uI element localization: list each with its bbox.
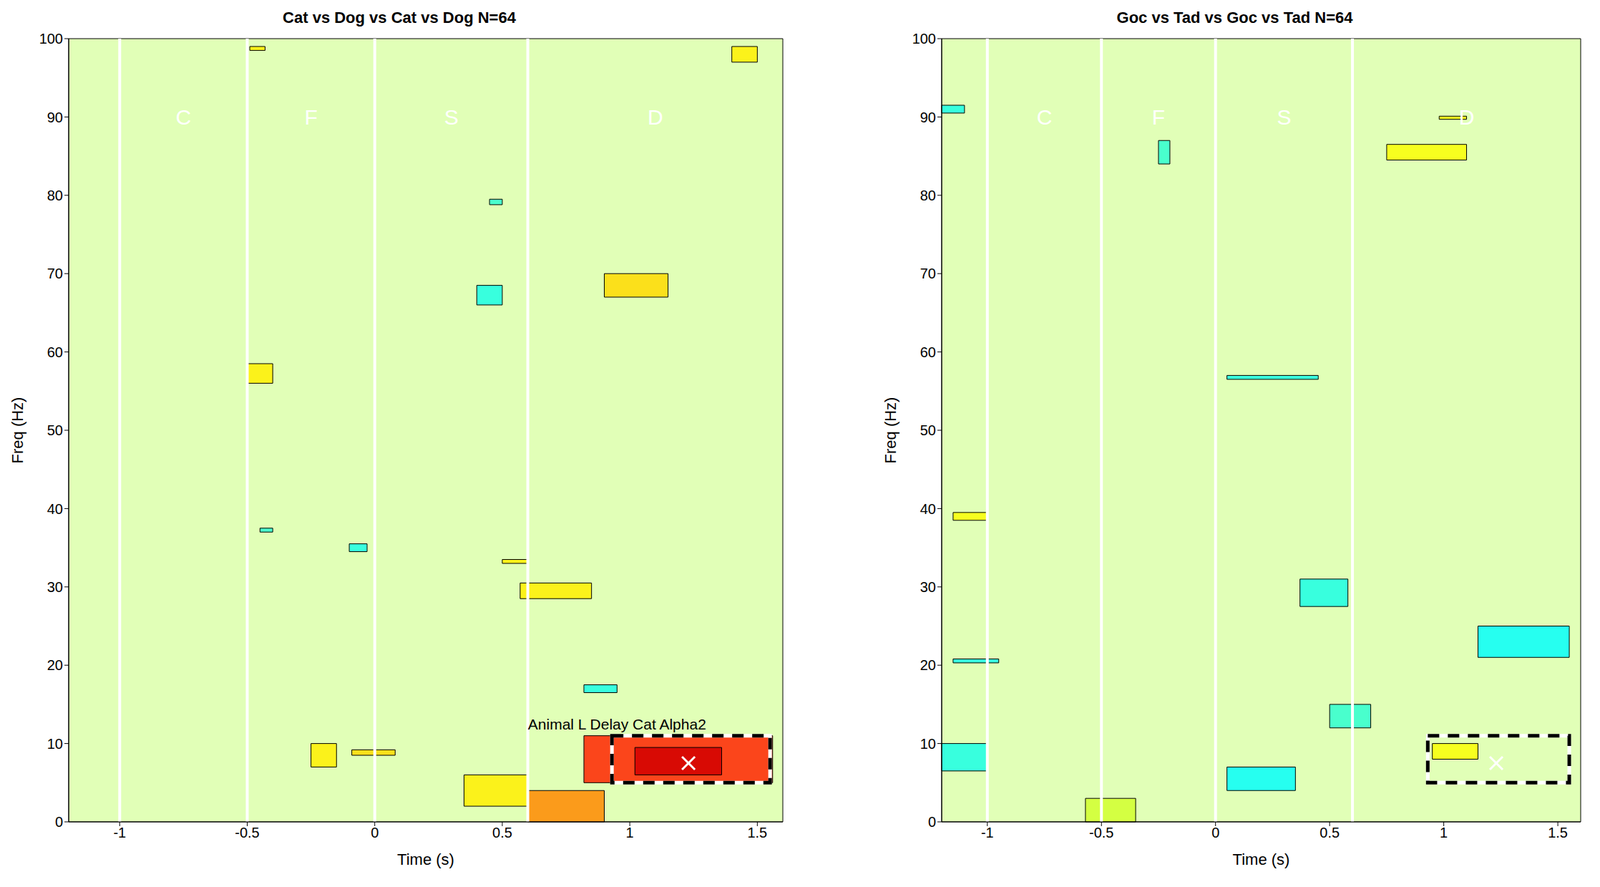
svg-text:0: 0 (928, 813, 936, 830)
svg-text:1: 1 (1439, 824, 1448, 841)
svg-text:0.5: 0.5 (492, 824, 513, 841)
svg-text:70: 70 (920, 265, 936, 282)
svg-text:0: 0 (370, 824, 379, 841)
html-text:Cat vs Dog vs Cat vs Dog N=64: Cat vs Dog vs Cat vs Dog N=64 (282, 8, 516, 27)
svg-text:F: F (304, 105, 317, 129)
svg-text:Freq (Hz): Freq (Hz) (881, 397, 900, 464)
svg-text:60: 60 (920, 344, 936, 360)
svg-text:90: 90 (47, 109, 63, 126)
svg-text:1.5: 1.5 (747, 824, 768, 841)
svg-text:80: 80 (920, 187, 936, 204)
svg-text:100: 100 (912, 30, 936, 47)
svg-text:D: D (647, 105, 664, 129)
svg-text:0: 0 (1211, 824, 1220, 841)
svg-text:C: C (176, 105, 192, 129)
svg-text:30: 30 (47, 578, 63, 595)
svg-text:S: S (444, 105, 459, 129)
svg-text:-1: -1 (981, 824, 994, 841)
svg-text:F: F (1152, 105, 1165, 129)
svg-text:C: C (1036, 105, 1053, 129)
svg-text:30: 30 (920, 578, 936, 595)
svg-text:50: 50 (47, 422, 63, 438)
svg-text:10: 10 (920, 735, 936, 752)
svg-text:1.5: 1.5 (1547, 824, 1568, 841)
svg-text:-0.5: -0.5 (234, 824, 260, 841)
svg-text:90: 90 (920, 109, 936, 126)
svg-text:S: S (1276, 105, 1291, 129)
svg-text:40: 40 (920, 500, 936, 517)
svg-text:Time (s): Time (s) (397, 850, 455, 868)
svg-text:50: 50 (920, 422, 936, 438)
svg-text:60: 60 (47, 344, 63, 360)
html-text:Goc vs Tad vs Goc vs Tad N=64: Goc vs Tad vs Goc vs Tad N=64 (1116, 8, 1353, 27)
svg-text:Freq (Hz): Freq (Hz) (8, 397, 27, 464)
svg-text:D: D (1459, 105, 1475, 129)
svg-text:-0.5: -0.5 (1089, 824, 1114, 841)
svg-text:40: 40 (47, 500, 63, 517)
svg-text:1: 1 (626, 824, 634, 841)
svg-text:20: 20 (920, 656, 936, 673)
svg-text:0.5: 0.5 (1319, 824, 1340, 841)
svg-text:70: 70 (47, 265, 63, 282)
svg-text:10: 10 (47, 735, 63, 752)
svg-text:20: 20 (47, 656, 63, 673)
svg-text:-1: -1 (113, 824, 126, 841)
svg-text:0: 0 (55, 813, 63, 830)
svg-text:100: 100 (39, 30, 63, 47)
svg-text:Time (s): Time (s) (1232, 850, 1291, 868)
svg-text:Animal L Delay Cat Alpha2: Animal L Delay Cat Alpha2 (528, 715, 707, 733)
svg-text:80: 80 (47, 187, 63, 204)
